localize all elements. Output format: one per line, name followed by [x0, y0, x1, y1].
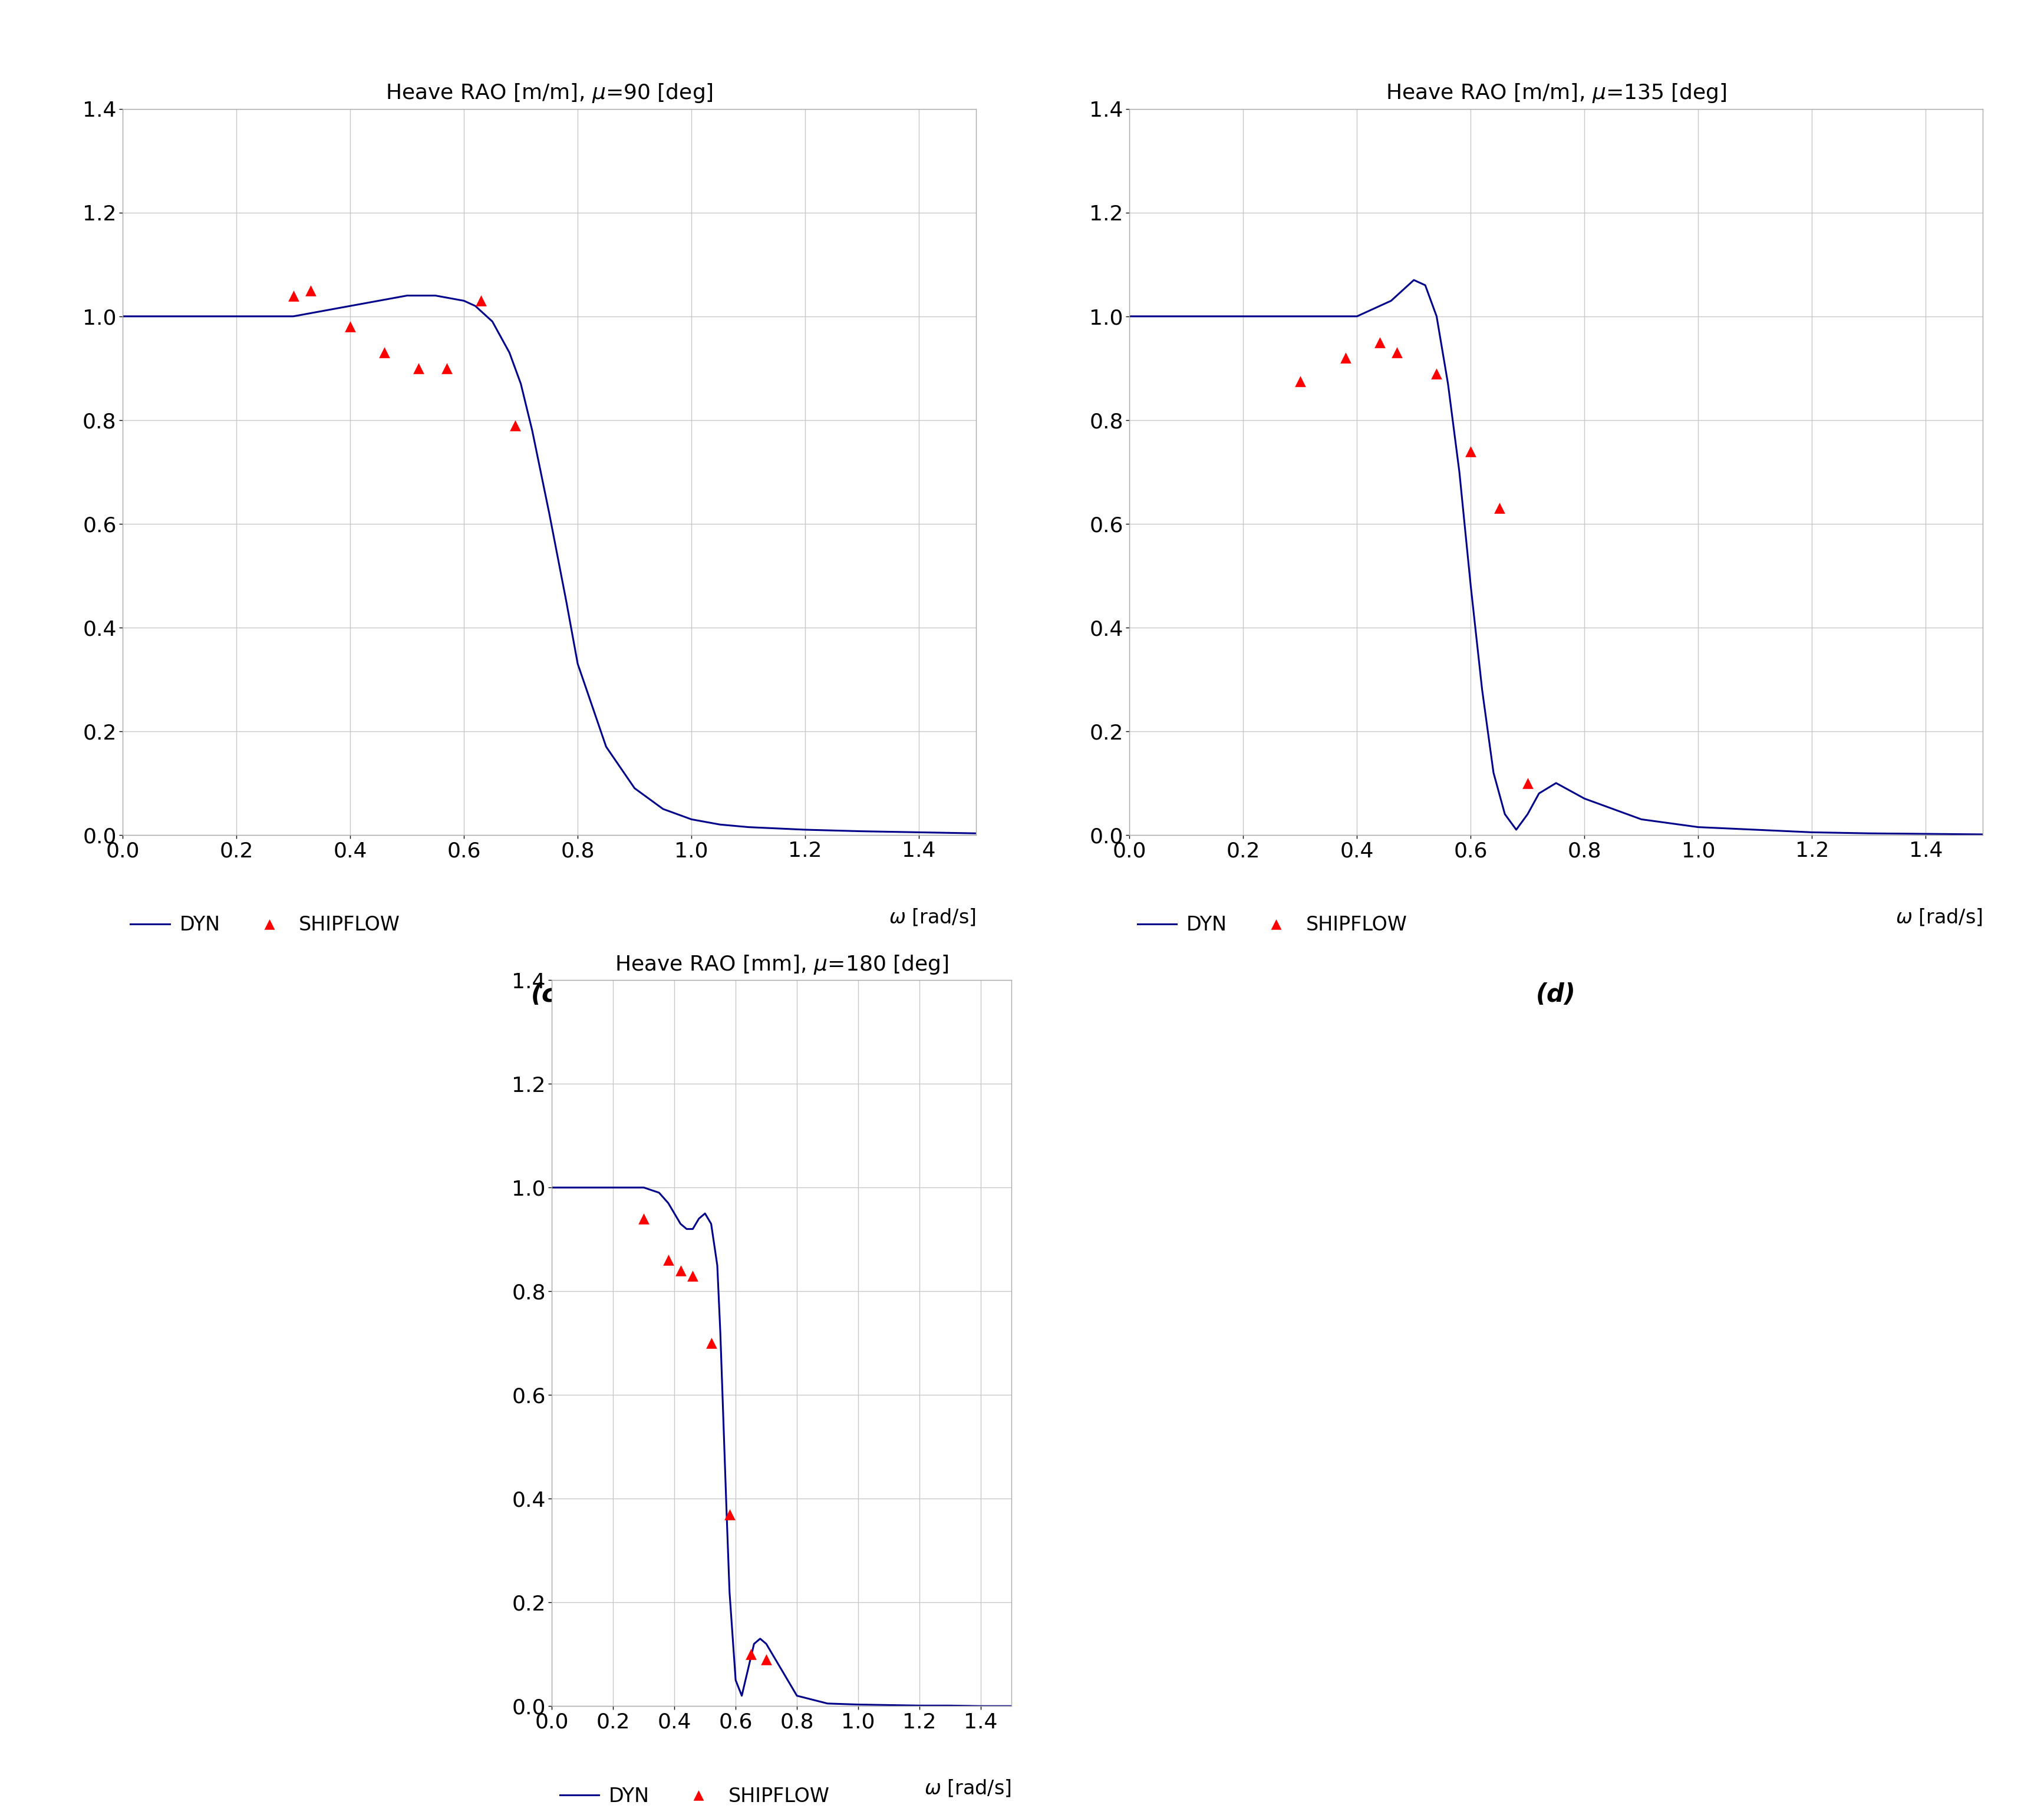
Point [750, 1644, 783, 1673]
Point [664, 1256, 697, 1285]
Point [677, 1261, 709, 1290]
Point [713, 1499, 746, 1528]
Point [464, 287, 497, 316]
Legend: DYN, SHIPFLOW: DYN, SHIPFLOW [123, 908, 409, 942]
Title: Heave RAO [mm], $\mu$=180 [deg]: Heave RAO [mm], $\mu$=180 [deg] [615, 953, 948, 976]
Text: $\omega$ [rad/s]: $\omega$ [rad/s] [924, 1779, 1012, 1799]
Point [1421, 359, 1453, 388]
Point [368, 338, 401, 367]
Point [1455, 437, 1488, 466]
Point [333, 312, 366, 341]
Text: (d): (d) [1537, 982, 1576, 1007]
Text: $\omega$ [rad/s]: $\omega$ [rad/s] [1895, 908, 1983, 927]
Point [628, 1203, 660, 1232]
Point [431, 354, 464, 383]
Text: (c): (c) [531, 982, 568, 1007]
Title: Heave RAO [m/m], $\mu$=135 [deg]: Heave RAO [m/m], $\mu$=135 [deg] [1386, 82, 1727, 105]
Legend: DYN, SHIPFLOW: DYN, SHIPFLOW [1130, 908, 1414, 942]
Point [652, 1245, 685, 1274]
Point [734, 1639, 766, 1668]
Point [403, 354, 435, 383]
Point [276, 281, 309, 310]
Point [695, 1329, 728, 1358]
Point [1380, 338, 1412, 367]
Point [294, 276, 327, 305]
Point [1284, 367, 1316, 396]
Text: $\omega$ [rad/s]: $\omega$ [rad/s] [889, 908, 975, 927]
Legend: DYN, SHIPFLOW: DYN, SHIPFLOW [552, 1779, 838, 1813]
Point [1482, 494, 1515, 523]
Point [1511, 768, 1543, 797]
Point [499, 410, 531, 439]
Point [1329, 343, 1361, 372]
Title: Heave RAO [m/m], $\mu$=90 [deg]: Heave RAO [m/m], $\mu$=90 [deg] [386, 82, 713, 105]
Point [1363, 329, 1396, 358]
